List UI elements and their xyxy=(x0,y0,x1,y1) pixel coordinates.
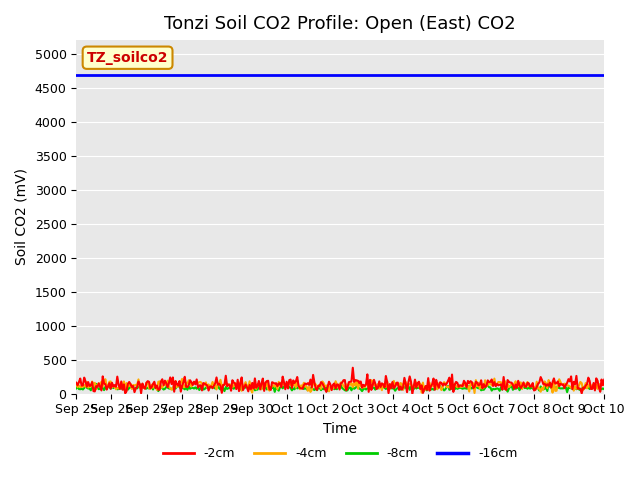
-8cm xyxy=(246,386,253,392)
-4cm xyxy=(600,379,608,384)
-4cm xyxy=(136,385,143,391)
-4cm xyxy=(404,381,412,387)
-2cm xyxy=(408,391,416,397)
-8cm xyxy=(92,381,100,387)
-8cm xyxy=(72,385,80,391)
Line: -4cm: -4cm xyxy=(76,379,604,393)
-2cm xyxy=(244,388,252,394)
-2cm xyxy=(459,384,467,389)
-8cm xyxy=(563,389,571,395)
-2cm xyxy=(282,386,289,392)
-2cm xyxy=(72,380,80,385)
Line: -8cm: -8cm xyxy=(76,384,604,392)
-16cm xyxy=(136,72,143,78)
Legend: -2cm, -4cm, -8cm, -16cm: -2cm, -4cm, -8cm, -16cm xyxy=(157,442,523,465)
-16cm xyxy=(282,72,289,78)
-4cm xyxy=(470,390,478,396)
-8cm xyxy=(137,382,145,387)
Line: -2cm: -2cm xyxy=(76,368,604,394)
Text: TZ_soilco2: TZ_soilco2 xyxy=(87,51,168,65)
-8cm xyxy=(455,385,463,391)
-4cm xyxy=(282,381,289,387)
-2cm xyxy=(456,383,464,388)
-2cm xyxy=(406,373,413,379)
-2cm xyxy=(136,381,143,387)
-16cm xyxy=(72,72,80,78)
-4cm xyxy=(244,385,252,391)
-16cm xyxy=(454,72,461,78)
-4cm xyxy=(456,384,464,389)
-4cm xyxy=(490,376,498,382)
-2cm xyxy=(600,377,608,383)
-16cm xyxy=(600,72,608,78)
-16cm xyxy=(244,72,252,78)
Title: Tonzi Soil CO2 Profile: Open (East) CO2: Tonzi Soil CO2 Profile: Open (East) CO2 xyxy=(164,15,516,33)
-16cm xyxy=(456,72,464,78)
X-axis label: Time: Time xyxy=(323,422,357,436)
-16cm xyxy=(404,72,412,78)
-4cm xyxy=(72,380,80,386)
Y-axis label: Soil CO2 (mV): Soil CO2 (mV) xyxy=(15,168,29,265)
-8cm xyxy=(406,387,413,393)
-8cm xyxy=(283,384,291,389)
-8cm xyxy=(600,386,608,392)
-4cm xyxy=(454,384,461,390)
-2cm xyxy=(349,365,356,371)
-8cm xyxy=(458,385,465,391)
